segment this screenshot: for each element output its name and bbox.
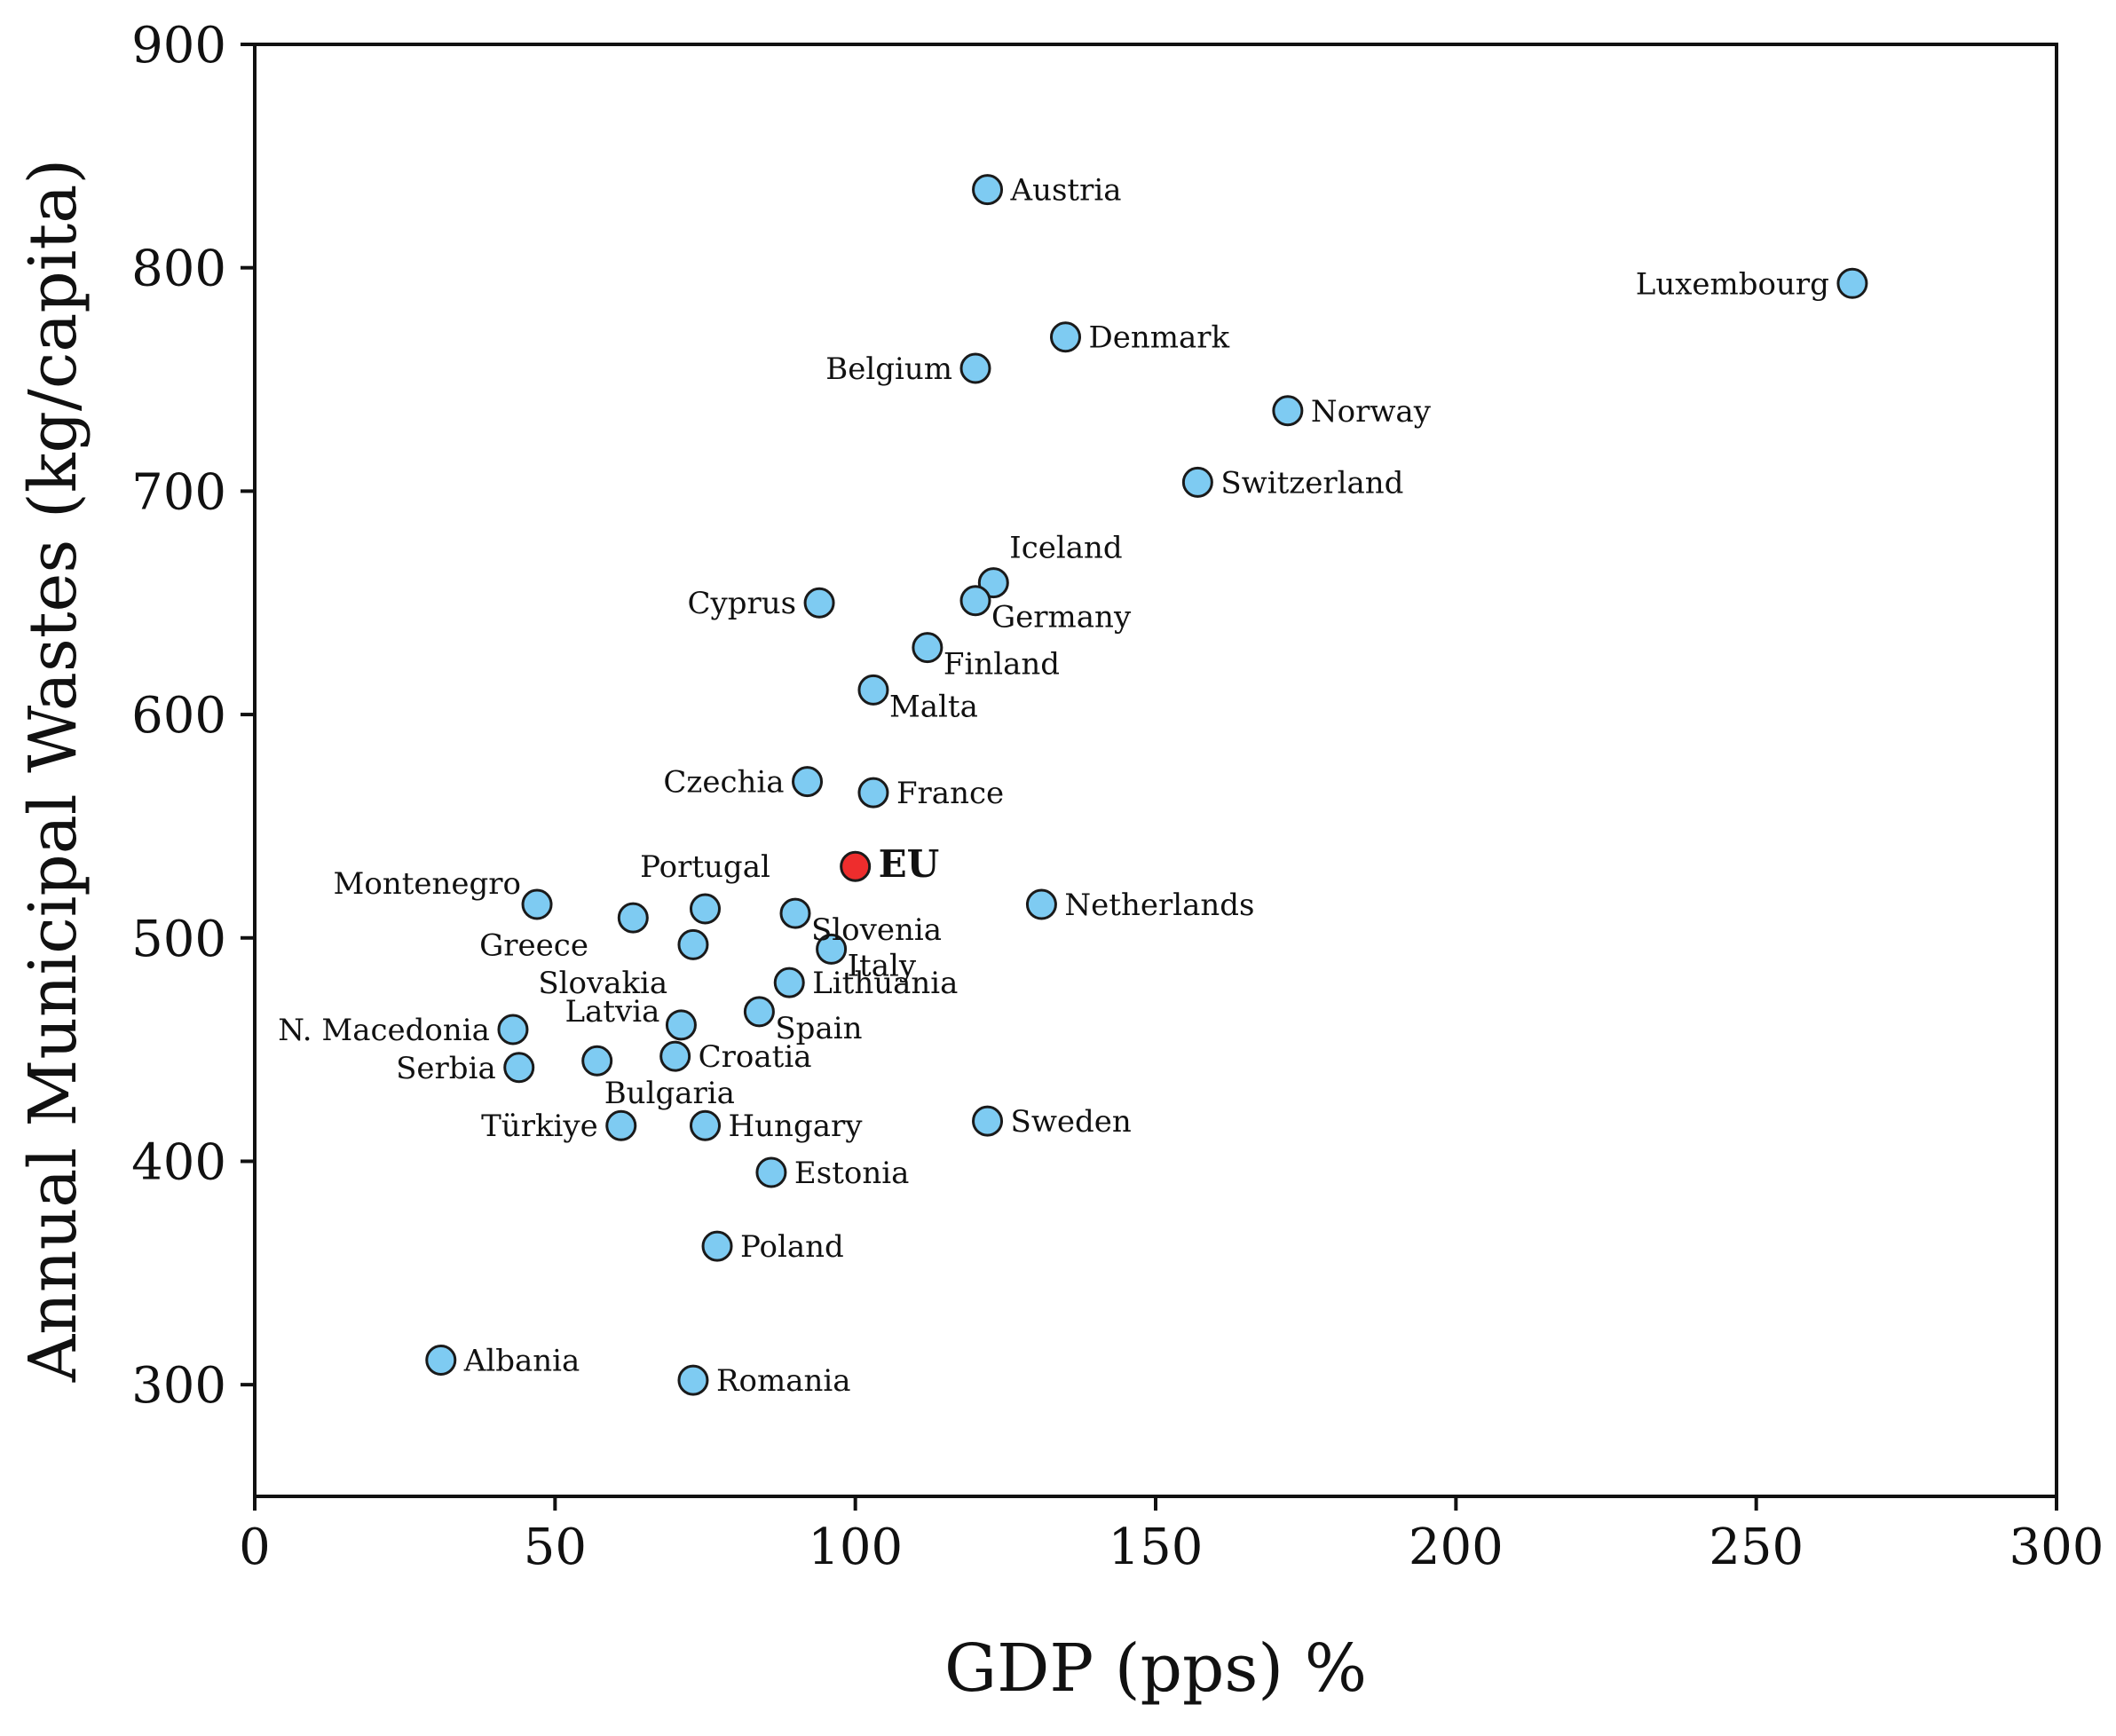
country-point	[779, 897, 811, 929]
country-point	[792, 766, 824, 798]
country-point	[857, 777, 889, 809]
x-tick-label: 150	[1109, 1519, 1204, 1576]
country-point	[803, 587, 835, 619]
country-point	[425, 1344, 457, 1376]
point-label: Germany	[991, 600, 1132, 635]
point-label: Lithuania	[812, 966, 958, 1001]
country-point	[1181, 466, 1213, 498]
point-label: Albania	[463, 1343, 580, 1378]
y-tick-label: 500	[131, 911, 226, 968]
country-point	[1836, 267, 1868, 299]
point-label: Croatia	[699, 1039, 812, 1075]
point-label: Latvia	[565, 994, 660, 1030]
point-label: Estonia	[794, 1156, 909, 1191]
point-label: N. Macedonia	[278, 1013, 490, 1048]
point-label: Denmark	[1089, 320, 1230, 356]
point-label: Portugal	[640, 849, 770, 885]
country-point	[1272, 395, 1304, 427]
country-point	[773, 967, 805, 998]
point-label: Serbia	[396, 1051, 496, 1086]
country-point	[497, 1014, 529, 1046]
x-tick-label: 200	[1409, 1519, 1504, 1576]
x-tick-label: 100	[808, 1519, 903, 1576]
point-label: Poland	[740, 1229, 844, 1265]
data-points	[425, 174, 1868, 1396]
country-point	[972, 1105, 1004, 1137]
country-point	[677, 1364, 709, 1396]
country-point	[605, 1109, 637, 1141]
x-tick-label: 0	[239, 1519, 271, 1576]
point-label: Bulgaria	[604, 1076, 735, 1111]
y-tick-label: 400	[131, 1133, 226, 1191]
country-point	[1050, 321, 1081, 353]
point-label: Iceland	[1009, 531, 1122, 566]
country-point	[581, 1045, 613, 1077]
country-point	[701, 1230, 733, 1262]
point-label: Malta	[889, 689, 978, 724]
country-point	[677, 928, 709, 960]
point-label: EU	[879, 842, 940, 886]
point-label: Belgium	[825, 351, 952, 387]
point-label: Luxembourg	[1636, 266, 1829, 302]
point-label: Romania	[716, 1363, 851, 1399]
country-point	[665, 1009, 697, 1041]
country-point	[743, 996, 775, 1028]
y-tick-label: 300	[131, 1357, 226, 1415]
x-tick-label: 50	[524, 1519, 587, 1576]
country-point	[912, 632, 944, 664]
point-label: Austria	[1010, 173, 1122, 209]
country-point	[617, 902, 649, 934]
country-point	[959, 585, 991, 617]
x-tick-label: 300	[2009, 1519, 2104, 1576]
country-point	[690, 893, 721, 925]
country-point	[659, 1040, 691, 1072]
point-label: Slovenia	[811, 912, 942, 948]
point-label: Czechia	[663, 765, 784, 801]
point-label: Hungary	[729, 1109, 864, 1144]
x-axis-title: GDP (pps) %	[944, 1630, 1367, 1707]
point-label: Montenegro	[334, 866, 521, 902]
eu-point	[840, 850, 872, 882]
y-tick-label: 800	[131, 241, 226, 298]
country-point	[816, 933, 848, 965]
country-point	[521, 888, 553, 920]
point-label: Spain	[775, 1011, 862, 1046]
point-label: Switzerland	[1220, 465, 1403, 501]
plot-frame	[253, 43, 2058, 1498]
y-tick-label: 600	[131, 687, 226, 745]
point-label: Italy	[848, 948, 917, 983]
country-point	[972, 174, 1004, 206]
point-label: Türkiye	[481, 1109, 598, 1144]
axis-ticks: 0 50 100 150 200 250 300 300 400 500 600 700 800 900	[131, 17, 2104, 1576]
y-axis-title: Annual Municipal Wastes (kg/capita)	[15, 159, 91, 1383]
point-label: Netherlands	[1064, 888, 1254, 923]
point-label: Finland	[944, 647, 1060, 683]
country-point	[690, 1109, 721, 1141]
point-label: Slovakia	[538, 966, 667, 1001]
y-tick-label: 700	[131, 463, 226, 521]
country-point	[503, 1052, 535, 1084]
y-tick-label: 900	[131, 17, 226, 75]
point-label: Greece	[479, 927, 588, 963]
point-label: Sweden	[1011, 1104, 1132, 1140]
point-label: France	[896, 776, 1004, 811]
point-label: Cyprus	[687, 586, 796, 621]
country-point	[755, 1156, 787, 1188]
point-labels: Austria Luxembourg Denmark Belgium Norway Swi…	[278, 173, 1829, 1400]
country-point	[1025, 888, 1057, 920]
country-point	[857, 674, 889, 706]
country-point	[959, 352, 991, 384]
x-tick-label: 250	[1709, 1519, 1804, 1576]
point-label: Norway	[1311, 394, 1432, 430]
